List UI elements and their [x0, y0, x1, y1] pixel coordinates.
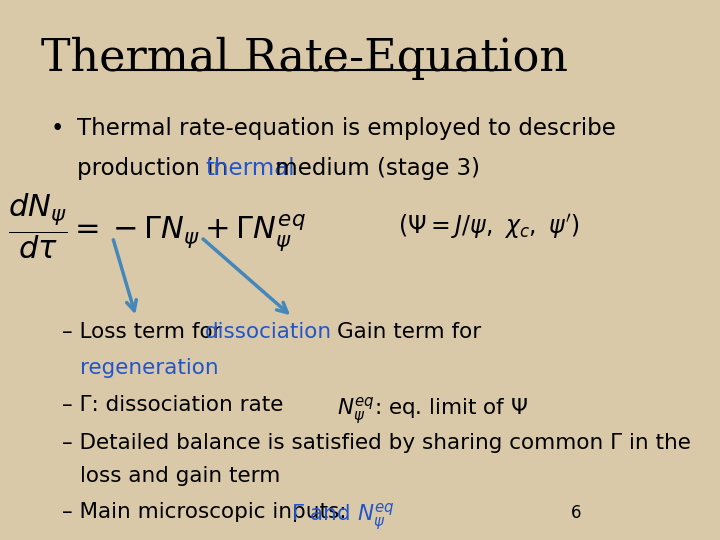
Text: •: • [50, 117, 64, 140]
Text: – Γ: dissociation rate: – Γ: dissociation rate [63, 395, 284, 415]
Text: loss and gain term: loss and gain term [80, 466, 281, 486]
Text: Gain term for: Gain term for [336, 322, 481, 342]
Text: Thermal rate-equation is employed to describe: Thermal rate-equation is employed to des… [77, 117, 616, 140]
Text: dissociation: dissociation [205, 322, 332, 342]
Text: $\dfrac{dN_{\psi}}{d\tau} = -\Gamma N_{\psi} + \Gamma N_{\psi}^{eq}$: $\dfrac{dN_{\psi}}{d\tau} = -\Gamma N_{\… [8, 192, 306, 261]
Text: 6: 6 [571, 504, 581, 522]
Text: regeneration: regeneration [80, 358, 219, 378]
Text: production in: production in [77, 157, 235, 180]
Text: – Main microscopic inputs:: – Main microscopic inputs: [63, 502, 354, 522]
Text: – Detailed balance is satisfied by sharing common Γ in the: – Detailed balance is satisfied by shari… [63, 433, 691, 453]
Text: thermal: thermal [206, 157, 295, 180]
Text: medium (stage 3): medium (stage 3) [268, 157, 480, 180]
Text: $N_{\psi}^{eq}$: eq. limit of Ψ: $N_{\psi}^{eq}$: eq. limit of Ψ [336, 395, 528, 427]
Text: Γ and $N_{\psi}^{eq}$: Γ and $N_{\psi}^{eq}$ [291, 502, 395, 533]
Text: – Loss term for: – Loss term for [63, 322, 229, 342]
Text: Thermal Rate-Equation: Thermal Rate-Equation [40, 37, 567, 80]
Text: $(\Psi = J/\psi,\ \chi_c,\ \psi^{\prime})$: $(\Psi = J/\psi,\ \chi_c,\ \psi^{\prime}… [398, 212, 580, 241]
